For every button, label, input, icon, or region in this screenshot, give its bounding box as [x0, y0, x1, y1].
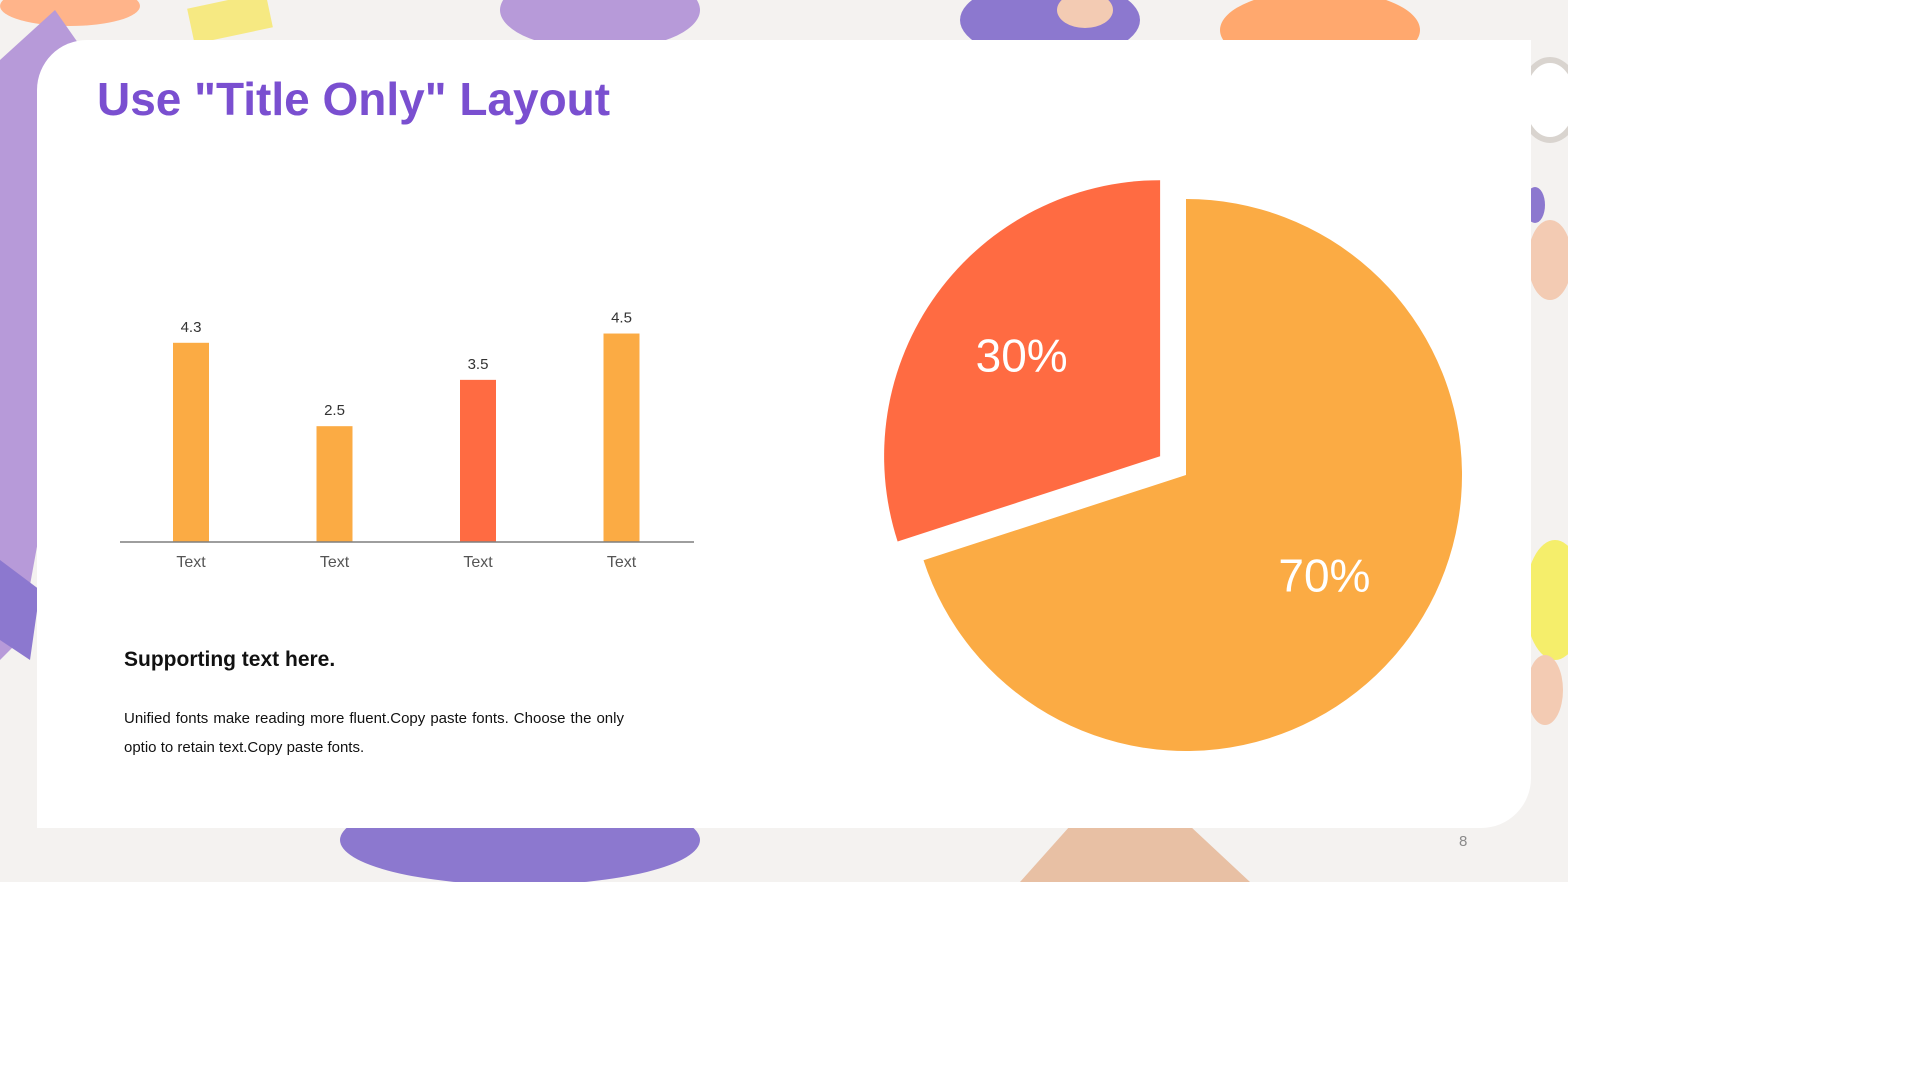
bar-value-label-1: 4.3 — [181, 319, 202, 336]
body-text: Unified fonts make reading more fluent.C… — [124, 710, 624, 756]
category-label-2: Text — [320, 554, 350, 571]
deco-peach-blob-right-bottom — [1527, 655, 1563, 725]
category-label-1: Text — [176, 554, 206, 571]
pie-slice-70pct — [923, 199, 1462, 752]
bar-value-label-4: 4.5 — [611, 310, 632, 327]
pie-label-30pct: 30% — [976, 330, 1068, 382]
bar-value-label-3: 3.5 — [468, 356, 489, 373]
bar-3 — [460, 379, 496, 542]
deco-peach-blob-right — [1528, 220, 1568, 300]
bar-4 — [603, 333, 640, 542]
deco-yellow-strip-top — [187, 0, 273, 44]
deco-peach-circle-top — [1057, 0, 1113, 28]
bar-2 — [316, 426, 353, 542]
bar-1 — [173, 342, 209, 542]
pie-chart: 70% 30% — [884, 180, 1462, 752]
slide: Use "Title Only" Layout 4.3 Text 2.5 Text 3.… — [0, 0, 1568, 882]
pie-label-70pct: 70% — [1278, 550, 1370, 602]
deco-yellow-blob-right — [1525, 540, 1568, 660]
page-number: 8 — [1459, 833, 1468, 850]
slide-title: Use "Title Only" Layout — [97, 73, 611, 125]
deco-orange-blob-top-left — [0, 0, 140, 26]
pie-slice-30pct — [884, 180, 1161, 542]
deco-hands-bottom — [1020, 826, 1250, 882]
deco-lavender-blob-top — [500, 0, 700, 50]
category-label-4: Text — [607, 554, 637, 571]
bar-value-label-2: 2.5 — [324, 402, 345, 419]
deco-purple-shape-left-bottom — [0, 560, 40, 660]
category-label-3: Text — [463, 554, 493, 571]
bar-chart: 4.3 Text 2.5 Text 3.5 Text 4.5 Text — [120, 310, 694, 571]
supporting-heading: Supporting text here. — [124, 648, 336, 671]
